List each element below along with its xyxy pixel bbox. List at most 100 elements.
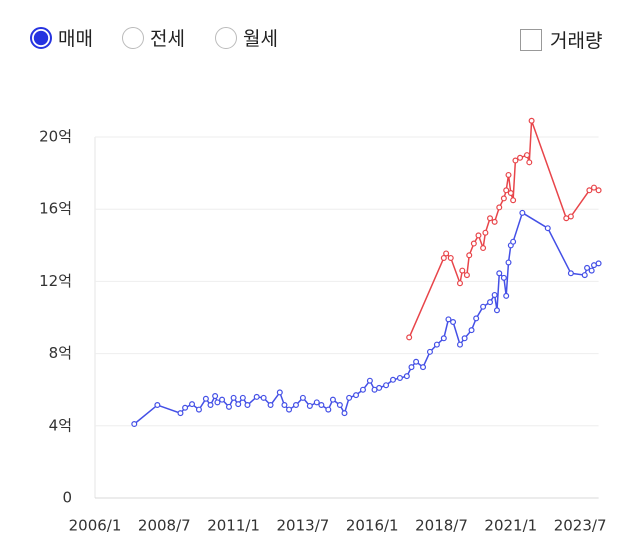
data-point xyxy=(456,341,463,348)
data-point xyxy=(445,316,452,323)
y-tick-label: 12억 xyxy=(39,272,72,290)
radio-label: 전세 xyxy=(150,28,185,50)
volume-checkbox[interactable]: 거래량 xyxy=(520,26,602,53)
data-point xyxy=(195,406,202,413)
data-point xyxy=(353,392,360,399)
trade-type-radio[interactable]: 월세 xyxy=(215,24,278,51)
data-point xyxy=(581,272,588,279)
data-point xyxy=(366,377,373,384)
x-tick-label: 2006/1 xyxy=(69,517,122,535)
x-tick-label: 2008/7 xyxy=(138,517,191,535)
trade-type-radio[interactable]: 매매 xyxy=(30,24,93,51)
data-point xyxy=(406,334,413,341)
data-point xyxy=(267,402,274,409)
data-point xyxy=(461,335,468,342)
data-point xyxy=(207,402,214,409)
radio-circle xyxy=(30,26,52,49)
data-point xyxy=(459,267,466,274)
data-point xyxy=(359,386,366,393)
x-tick-label: 2023/7 xyxy=(554,517,607,535)
data-point xyxy=(466,252,473,259)
data-point xyxy=(567,270,574,277)
data-point xyxy=(239,394,246,401)
data-point xyxy=(505,259,512,266)
data-point xyxy=(475,232,482,239)
data-point xyxy=(408,364,415,371)
data-point xyxy=(235,401,242,408)
data-point xyxy=(526,159,533,166)
x-tick-label: 2021/1 xyxy=(484,517,537,535)
data-point xyxy=(496,270,503,277)
data-point xyxy=(403,373,410,380)
data-point xyxy=(480,245,487,252)
data-point xyxy=(468,327,475,334)
data-point xyxy=(225,403,232,410)
data-point xyxy=(318,402,325,409)
series-line xyxy=(408,120,599,338)
data-point xyxy=(325,406,332,413)
data-point xyxy=(440,335,447,342)
data-point xyxy=(500,274,507,281)
data-point xyxy=(500,195,507,202)
data-point xyxy=(496,204,503,211)
data-point xyxy=(440,254,447,261)
y-tick-label: 0 xyxy=(62,489,72,507)
data-point xyxy=(212,393,219,400)
x-tick-label: 2016/1 xyxy=(346,517,399,535)
data-point xyxy=(528,117,535,124)
data-point xyxy=(313,399,320,406)
data-point xyxy=(336,402,343,409)
data-point xyxy=(507,189,514,196)
data-point xyxy=(383,382,390,389)
data-point xyxy=(510,238,517,245)
x-tick-label: 2011/1 xyxy=(207,517,260,535)
data-point xyxy=(443,250,450,257)
data-point xyxy=(463,272,470,279)
data-point xyxy=(214,399,221,406)
data-point xyxy=(510,197,517,204)
data-point xyxy=(512,157,519,164)
data-point xyxy=(189,401,196,408)
data-point xyxy=(482,229,489,236)
data-point xyxy=(473,315,480,322)
data-point xyxy=(413,358,420,365)
data-point xyxy=(329,396,336,403)
data-point xyxy=(487,299,494,306)
data-point xyxy=(433,341,440,348)
radio-label: 매매 xyxy=(58,28,93,50)
data-point xyxy=(595,260,602,267)
data-point xyxy=(292,402,299,409)
data-point xyxy=(253,393,260,400)
data-point xyxy=(390,376,397,383)
y-tick-label: 16억 xyxy=(39,200,72,218)
data-point xyxy=(503,292,510,299)
data-point xyxy=(230,394,237,401)
data-point xyxy=(281,402,288,409)
y-tick-label: 20억 xyxy=(39,128,72,146)
data-point xyxy=(154,402,161,409)
data-point xyxy=(470,240,477,247)
radio-circle xyxy=(122,26,144,49)
data-point xyxy=(396,374,403,381)
series-line xyxy=(133,211,599,425)
data-point xyxy=(456,280,463,287)
data-point xyxy=(420,364,427,371)
data-point xyxy=(493,307,500,314)
checkbox-box xyxy=(520,28,542,51)
controls: 매매 전세 월세 거래량 xyxy=(0,0,640,80)
radio-circle xyxy=(215,26,237,49)
data-point xyxy=(219,396,226,403)
checkbox-label: 거래량 xyxy=(550,30,603,52)
radio-label: 월세 xyxy=(243,28,278,50)
data-point xyxy=(450,319,457,326)
data-point xyxy=(491,218,498,225)
data-point xyxy=(244,402,251,409)
data-point xyxy=(586,187,593,194)
data-point xyxy=(590,184,597,191)
data-point xyxy=(131,421,138,428)
data-point xyxy=(584,264,591,271)
trade-type-radio[interactable]: 전세 xyxy=(122,24,185,51)
data-point xyxy=(519,209,526,216)
data-point xyxy=(487,215,494,222)
